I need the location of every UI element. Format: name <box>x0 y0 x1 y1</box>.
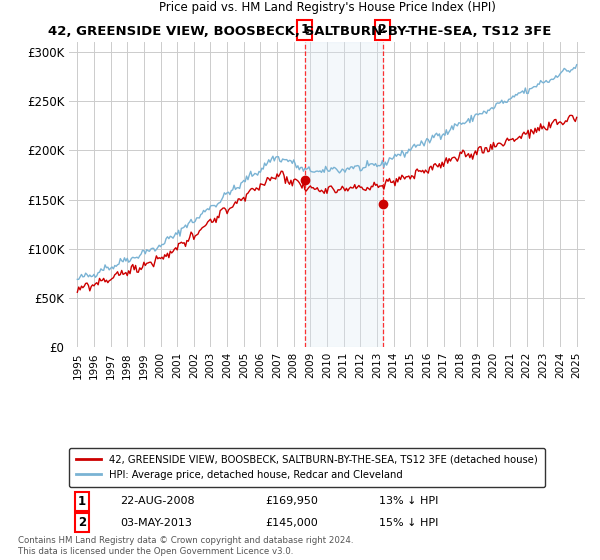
Text: £169,950: £169,950 <box>265 496 318 506</box>
Text: 15% ↓ HPI: 15% ↓ HPI <box>379 517 438 528</box>
Text: 1: 1 <box>300 24 309 36</box>
Text: 22-AUG-2008: 22-AUG-2008 <box>121 496 195 506</box>
Text: 42, GREENSIDE VIEW, BOOSBECK, SALTBURN-BY-THE-SEA, TS12 3FE: 42, GREENSIDE VIEW, BOOSBECK, SALTBURN-B… <box>49 25 551 38</box>
Text: 03-MAY-2013: 03-MAY-2013 <box>121 517 193 528</box>
Text: Contains HM Land Registry data © Crown copyright and database right 2024.
This d: Contains HM Land Registry data © Crown c… <box>18 536 353 556</box>
Text: 1: 1 <box>78 495 86 508</box>
Text: 2: 2 <box>378 24 387 36</box>
Text: £145,000: £145,000 <box>265 517 318 528</box>
Bar <box>305 42 383 347</box>
Text: 2: 2 <box>78 516 86 529</box>
Text: 13% ↓ HPI: 13% ↓ HPI <box>379 496 438 506</box>
Title: Price paid vs. HM Land Registry's House Price Index (HPI): Price paid vs. HM Land Registry's House … <box>158 2 496 15</box>
Legend: 42, GREENSIDE VIEW, BOOSBECK, SALTBURN-BY-THE-SEA, TS12 3FE (detached house), HP: 42, GREENSIDE VIEW, BOOSBECK, SALTBURN-B… <box>69 448 545 487</box>
